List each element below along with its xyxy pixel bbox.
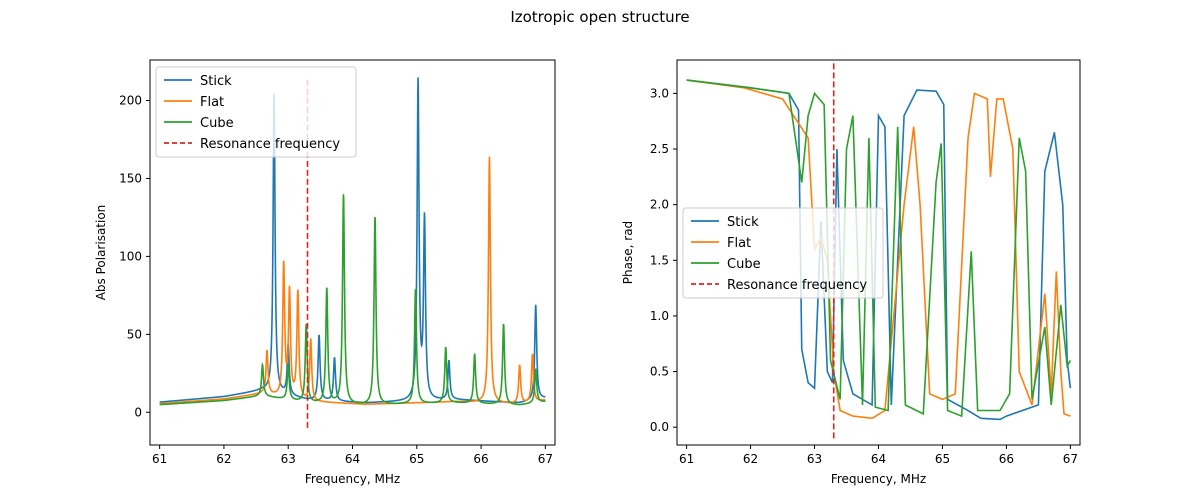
x-tick-label: 62 xyxy=(743,452,758,466)
y-tick-label: 150 xyxy=(119,171,142,185)
y-tick-label: 0 xyxy=(134,405,142,419)
x-axis-label: Frequency, MHz xyxy=(305,472,400,486)
x-tick-label: 66 xyxy=(473,452,488,466)
x-tick-label: 64 xyxy=(871,452,886,466)
y-tick-label: 2.5 xyxy=(650,142,669,156)
figure-title: Izotropic open structure xyxy=(510,8,689,26)
y-tick-label: 1.0 xyxy=(650,309,669,323)
y-axis-label: Abs Polarisation xyxy=(94,205,108,301)
y-tick-label: 50 xyxy=(127,327,142,341)
x-tick-label: 63 xyxy=(281,452,296,466)
legend-label: Resonance frequency xyxy=(200,137,340,152)
legend-label: Stick xyxy=(727,215,759,230)
y-axis-label: Phase, rad xyxy=(621,221,635,284)
y-tick-label: 200 xyxy=(119,94,142,108)
y-tick-label: 2.0 xyxy=(650,198,669,212)
x-axis-label: Frequency, MHz xyxy=(831,472,926,486)
legend-label: Resonance frequency xyxy=(727,278,867,293)
x-tick-label: 67 xyxy=(1063,452,1078,466)
legend: Stick Flat Cube Resonance frequency xyxy=(682,207,884,299)
y-tick-label: 100 xyxy=(119,249,142,263)
abs-polarisation-chart: 61 62 63 64 65 66 67 0 50 100 150 200 Frequency, MHz… xyxy=(94,59,556,486)
x-tick-label: 61 xyxy=(679,452,694,466)
x-tick-label: 66 xyxy=(999,452,1014,466)
x-tick-label: 63 xyxy=(807,452,822,466)
x-tick-label: 67 xyxy=(538,452,553,466)
x-tick-label: 64 xyxy=(345,452,360,466)
series-line-flat xyxy=(159,156,546,405)
series-line-stick xyxy=(159,77,546,404)
phase-chart: 61 62 63 64 65 66 67 0.0 0.5 1.0 1.5 2.0 2.5 3.0 Frequ… xyxy=(621,59,1081,486)
legend-label: Cube xyxy=(727,257,761,272)
x-tick-label: 62 xyxy=(216,452,231,466)
legend-label: Flat xyxy=(727,236,751,251)
legend: Stick Flat Cube Resonance frequency xyxy=(155,66,357,158)
legend-label: Cube xyxy=(200,116,234,131)
y-tick-label: 3.0 xyxy=(650,86,669,100)
y-tick-label: 1.5 xyxy=(650,253,669,267)
x-tick-label: 65 xyxy=(935,452,950,466)
series-line-cube xyxy=(686,79,1072,418)
legend-label: Stick xyxy=(200,74,232,89)
legend-box xyxy=(682,207,884,299)
x-tick-label: 65 xyxy=(409,452,424,466)
y-tick-label: 0.0 xyxy=(650,420,669,434)
y-tick-label: 0.5 xyxy=(650,365,669,379)
x-tick-label: 61 xyxy=(152,452,167,466)
legend-box xyxy=(155,66,357,158)
series-line-stick xyxy=(686,79,1072,421)
legend-label: Flat xyxy=(200,95,224,110)
series-line-cube xyxy=(159,194,546,406)
